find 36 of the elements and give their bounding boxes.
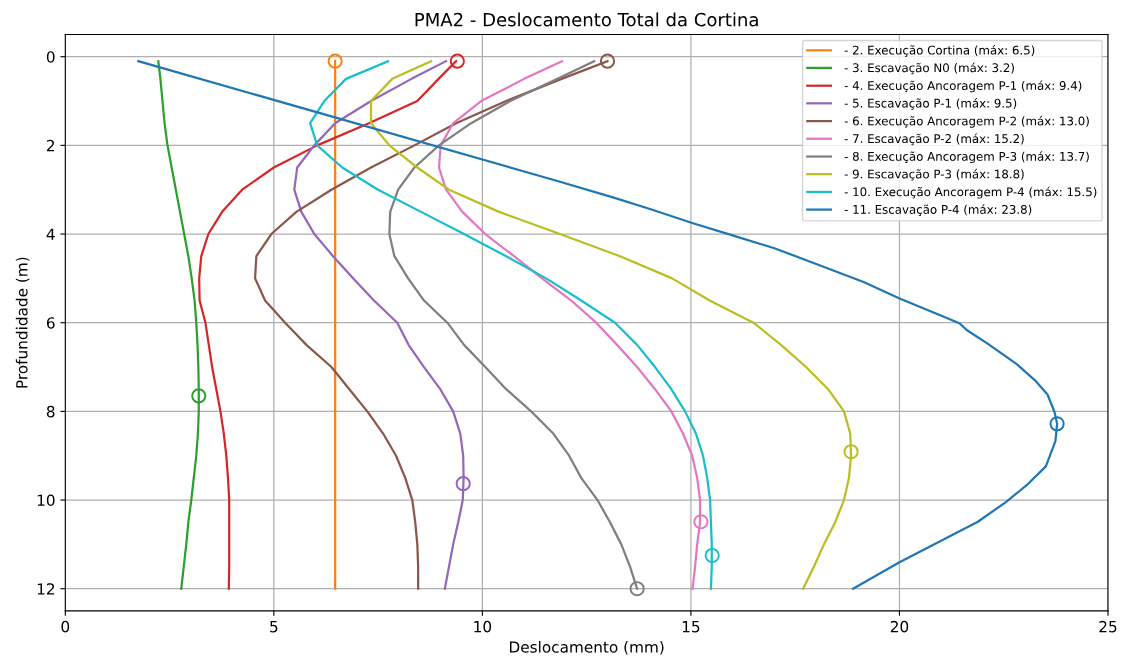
point xyxy=(629,581,645,597)
legend-label: - 8. Execução Ancoragem P-3 (máx: 13.7) xyxy=(844,151,1089,164)
legend-label: - 5. Escavação P-1 (máx: 9.5) xyxy=(844,98,1017,110)
legend-label: - 10. Execução Ancoragem P-4 (máx: 15.5) xyxy=(844,186,1097,199)
x-tick-label: 5 xyxy=(270,621,278,633)
legend-label: - 6. Execução Ancoragem P-2 (máx: 13.0) xyxy=(844,115,1089,128)
y-tick-label: 4 xyxy=(46,228,55,240)
point xyxy=(191,388,207,404)
point xyxy=(1049,416,1065,432)
legend-label: - 2. Execução Cortina (máx: 6.5) xyxy=(844,44,1035,57)
legend-label: - 7. Escavação P-2 (máx: 15.2) xyxy=(844,133,1024,146)
x-tick-label: 20 xyxy=(890,620,909,633)
x-tick-label: 10 xyxy=(474,620,492,633)
x-axis-title: Deslocamento (mm) xyxy=(509,640,664,655)
point xyxy=(327,53,343,69)
point xyxy=(693,514,709,530)
y-tick-label: 10 xyxy=(37,494,55,507)
x-tick-label: 0 xyxy=(61,620,70,633)
x-tick-label: 15 xyxy=(682,621,700,633)
y-axis-title: Profundidade (m) xyxy=(15,257,30,388)
y-tick-label: 0 xyxy=(46,51,55,63)
x-tick-label: 25 xyxy=(1099,620,1117,633)
y-tick-label: 12 xyxy=(37,583,55,595)
legend-label: - 11. Escavação P-4 (máx: 23.8) xyxy=(844,204,1032,216)
legend-label: - 3. Escavação N0 (máx: 3.2) xyxy=(844,62,1014,75)
y-tick-label: 8 xyxy=(46,405,55,418)
point xyxy=(455,476,471,492)
legend-label: - 4. Execução Ancoragem P-1 (máx: 9.4) xyxy=(844,80,1082,93)
y-tick-label: 6 xyxy=(46,317,55,329)
chart-title: PMA2 - Deslocamento Total da Cortina xyxy=(415,12,758,27)
point xyxy=(449,53,465,69)
point xyxy=(599,53,616,69)
legend-label: - 9. Escavação P-3 (máx: 18.8) xyxy=(844,168,1024,181)
point xyxy=(843,444,859,460)
point xyxy=(704,547,720,564)
y-tick-label: 2 xyxy=(46,139,55,152)
